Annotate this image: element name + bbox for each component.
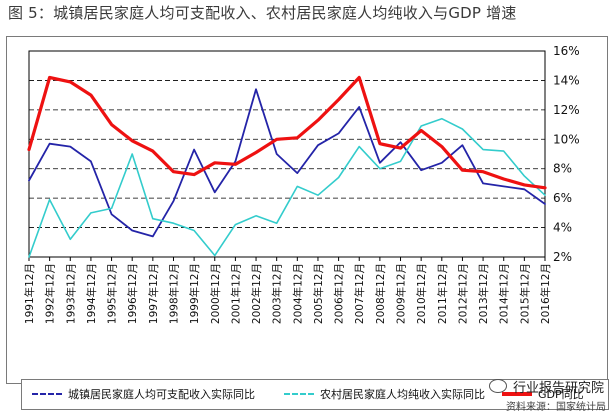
legend-label-rural: 农村居民家庭人均纯收入实际同比 <box>320 388 485 401</box>
x-tick-label: 1992年12月 <box>44 263 57 324</box>
legend-label-urban: 城镇居民家庭人均可支配收入实际同比 <box>68 388 255 401</box>
line-chart: 2% 4% 6% 8% 10% 12% 14% 16% 1991年12月 1992年12月 1993… <box>23 44 580 324</box>
wechat-icon <box>488 379 507 393</box>
x-tick-label: 1997年12月 <box>147 263 160 324</box>
legend-label-gdp: GDP同比 <box>538 388 584 401</box>
y-tick-label: 4% <box>553 221 572 235</box>
chart-frame: 2% 4% 6% 8% 10% 12% 14% 16% 1991年12月 1992年12月 1993… <box>6 36 609 410</box>
x-tick-label: 2015年12月 <box>518 263 531 324</box>
x-tick-label: 2012年12月 <box>456 263 469 324</box>
source-note: 资料来源：国家统计局 <box>506 402 606 413</box>
x-tick-label: 2000年12月 <box>209 263 222 324</box>
x-tick-label: 1991年12月 <box>23 263 36 324</box>
y-tick-label: 16% <box>553 44 580 58</box>
x-tick-label: 2016年12月 <box>539 263 552 324</box>
x-tick-label: 2011年12月 <box>436 263 449 324</box>
y-tick-label: 2% <box>553 250 572 264</box>
y-tick-label: 12% <box>553 103 580 117</box>
x-tick-label: 2006年12月 <box>333 263 346 324</box>
gdp-line <box>27 75 547 190</box>
x-tick-label: 2008年12月 <box>374 263 387 324</box>
x-tick-label: 2013年12月 <box>477 263 490 324</box>
x-tick-label: 1993年12月 <box>64 263 77 324</box>
x-tick-label: 2002年12月 <box>250 263 263 324</box>
legend-swatch-rural <box>284 393 314 395</box>
x-tick-label: 2014年12月 <box>498 263 511 324</box>
plot-area <box>28 50 546 258</box>
x-tick-label: 1995年12月 <box>106 263 119 324</box>
y-tick-label: 6% <box>553 191 572 205</box>
x-tick-label: 1999年12月 <box>188 263 201 324</box>
y-tick-label: 10% <box>553 132 580 146</box>
chart-legend: 城镇居民家庭人均可支配收入实际同比 农村居民家庭人均纯收入实际同比 GDP同比 <box>21 379 609 410</box>
watermark-text: 行业报告研究院 <box>512 381 604 396</box>
y-tick-label: 8% <box>553 162 572 176</box>
x-tick-label: 2007年12月 <box>353 263 366 324</box>
legend-swatch-urban <box>32 393 62 395</box>
chart-title: 图 5：城镇居民家庭人均可支配收入、农村居民家庭人均纯收入与GDP 增速 <box>8 4 517 22</box>
x-tick-label: 2004年12月 <box>291 263 304 324</box>
x-tick-label: 1994年12月 <box>85 263 98 324</box>
x-tick-label: 1996年12月 <box>126 263 139 324</box>
urban-income-line <box>28 88 546 238</box>
x-tick-label: 2009年12月 <box>395 263 408 324</box>
rural-income-line <box>28 117 546 258</box>
x-tick-label: 2005年12月 <box>312 263 325 324</box>
x-tick-label: 1998年12月 <box>167 263 180 324</box>
x-tick-label: 2010年12月 <box>415 263 428 324</box>
watermark: 行业报告研究院 <box>488 377 604 396</box>
legend-swatch-gdp <box>502 392 532 396</box>
x-tick-label: 2003年12月 <box>271 263 284 324</box>
y-tick-label: 14% <box>553 73 580 87</box>
x-tick-label: 2001年12月 <box>229 263 242 324</box>
